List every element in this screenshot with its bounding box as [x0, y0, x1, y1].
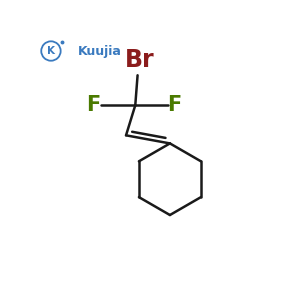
- Text: Kuujia: Kuujia: [77, 44, 122, 58]
- Text: Br: Br: [125, 48, 155, 72]
- Text: K: K: [47, 46, 55, 56]
- Text: F: F: [167, 95, 182, 115]
- Text: F: F: [87, 95, 101, 115]
